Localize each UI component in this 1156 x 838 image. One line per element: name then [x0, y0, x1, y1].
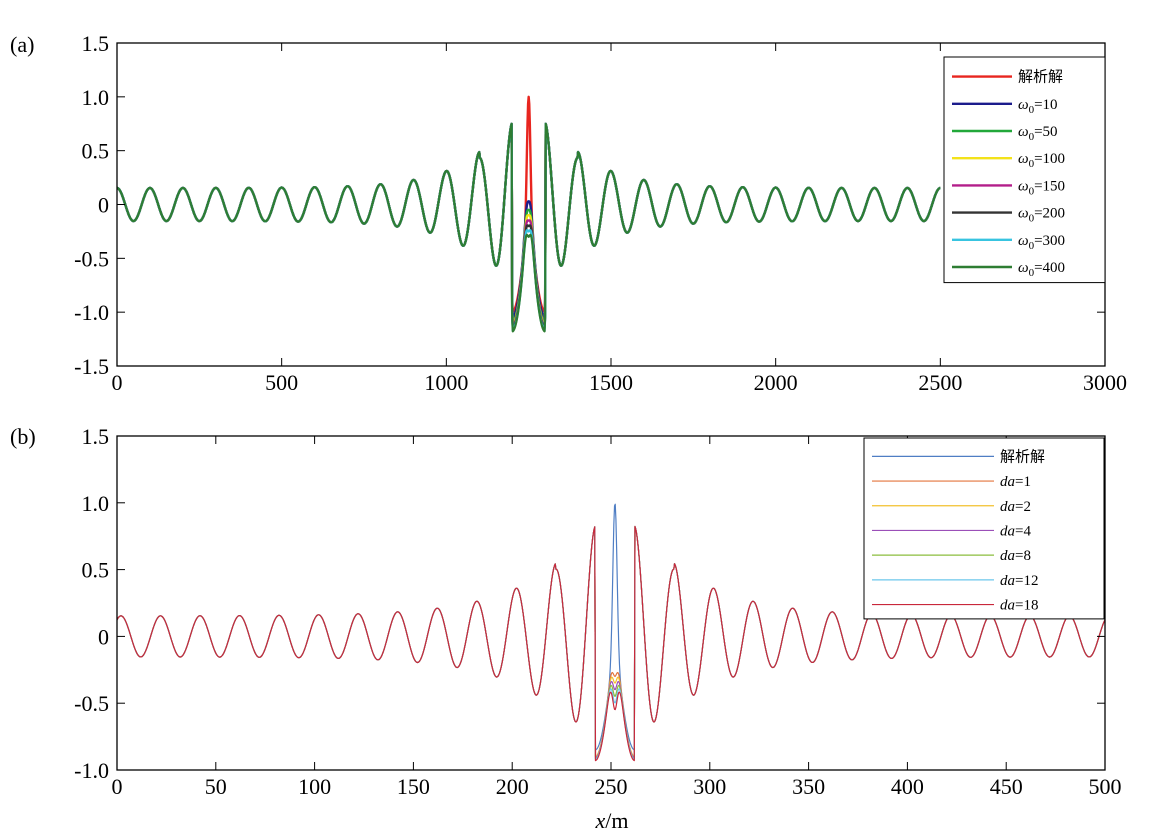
- legend-label: da=18: [1000, 598, 1038, 614]
- legend-label: ω0=100: [1018, 151, 1065, 170]
- legend-label: 解析解: [1000, 448, 1045, 465]
- series-line-6: [117, 525, 1105, 762]
- panel-a-plot: [117, 95, 941, 333]
- x-tick-label: 500: [265, 370, 298, 395]
- x-tick-label: 400: [891, 774, 924, 799]
- legend-box: [863, 437, 1105, 620]
- panel-b-label: (b): [10, 424, 36, 449]
- y-tick-label: 1.5: [82, 424, 110, 449]
- panel-a-legend: 解析解 ω0=10 ω0=50 ω0=100 ω0=150 ω0=200 ω0=300 ω0=…: [943, 56, 1106, 284]
- panel-a-label: (a): [10, 32, 34, 57]
- legend-label: da=1: [1000, 474, 1031, 490]
- panel-b-plot: [117, 503, 1105, 762]
- panel-b: (b) 0 50 100 150 200 250 300 350 400 450 500 1.5 1.0…: [10, 424, 1122, 799]
- y-tick-label: 1.0: [82, 85, 110, 110]
- legend-label: ω0=400: [1018, 260, 1065, 279]
- x-tick-label: 350: [792, 774, 825, 799]
- y-tick-label: 1.5: [82, 31, 110, 56]
- x-tick-label: 250: [595, 774, 628, 799]
- series-line-2: [117, 122, 941, 324]
- y-tick-label: 0: [98, 624, 109, 649]
- panel-a-axes: 0 500 1000 1500 2000 2500 3000 1.5 1.0 0.5 0 -0.5 -1…: [74, 31, 1127, 395]
- y-tick-label: -1.0: [74, 300, 109, 325]
- x-axis-label: x/m: [595, 808, 629, 833]
- x-tick-label: 0: [112, 370, 123, 395]
- legend-label: ω0=150: [1018, 178, 1065, 197]
- y-tick-label: -1.5: [74, 354, 109, 379]
- legend-label: ω0=200: [1018, 206, 1065, 225]
- legend-label: da=12: [1000, 573, 1038, 589]
- x-tick-label: 300: [693, 774, 726, 799]
- legend-label: ω0=50: [1018, 124, 1058, 143]
- x-tick-label: 2500: [918, 370, 962, 395]
- x-tick-label: 200: [496, 774, 529, 799]
- series-line-7: [117, 122, 941, 333]
- y-tick-label: -1.0: [74, 758, 109, 783]
- x-tick-label: 500: [1089, 774, 1122, 799]
- legend-label: da=2: [1000, 499, 1031, 515]
- legend-label: ω0=10: [1018, 97, 1058, 116]
- y-tick-label: 0.5: [82, 558, 110, 583]
- y-tick-label: 0: [98, 193, 109, 218]
- x-axis-label-unit: /m: [605, 808, 628, 833]
- x-tick-label: 3000: [1083, 370, 1127, 395]
- x-tick-label: 450: [990, 774, 1023, 799]
- x-tick-label: 2000: [754, 370, 798, 395]
- x-axis-label-var: x: [595, 808, 606, 833]
- x-tick-label: 50: [205, 774, 227, 799]
- legend-label: da=4: [1000, 523, 1031, 539]
- y-tick-label: -0.5: [74, 691, 109, 716]
- legend-label: da=8: [1000, 548, 1031, 564]
- legend-box: [943, 56, 1106, 284]
- series-line-5: [117, 122, 941, 330]
- panel-b-legend: 解析解 da=1 da=2 da=4 da=8 da=12 da=18: [863, 437, 1105, 620]
- x-tick-label: 100: [298, 774, 331, 799]
- panel-a: (a) 0 500 1000 1500 2000 2500 3000 1.5 1.0 0.5 0 -0…: [10, 31, 1127, 395]
- legend-label: 解析解: [1018, 69, 1063, 86]
- y-tick-label: -0.5: [74, 246, 109, 271]
- y-tick-label: 0.5: [82, 139, 110, 164]
- y-tick-label: 1.0: [82, 491, 110, 516]
- legend-label: ω0=300: [1018, 233, 1065, 252]
- panel-b-axes: 0 50 100 150 200 250 300 350 400 450 500 1.5 1.0 0.5 0…: [74, 424, 1121, 799]
- x-tick-label: 1000: [424, 370, 468, 395]
- x-tick-label: 1500: [589, 370, 633, 395]
- x-tick-label: 0: [112, 774, 123, 799]
- x-tick-label: 150: [397, 774, 430, 799]
- series-line-3: [117, 122, 941, 327]
